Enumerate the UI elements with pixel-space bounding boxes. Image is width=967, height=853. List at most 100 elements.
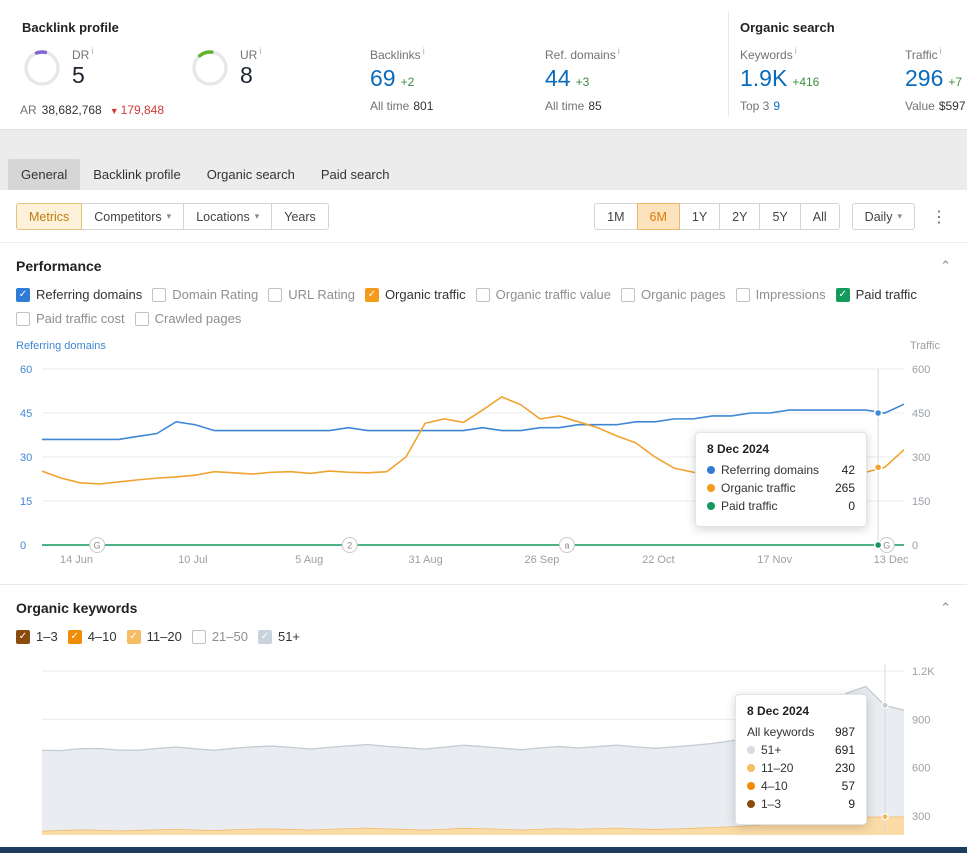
tooltip-row: Paid traffic 0 bbox=[707, 499, 855, 513]
range-1y[interactable]: 1Y bbox=[679, 203, 720, 230]
more-options-button[interactable]: ⋮ bbox=[927, 207, 951, 227]
metric-domain-rating[interactable]: Domain Rating bbox=[152, 287, 258, 302]
granularity-dropdown[interactable]: Daily ▾ bbox=[852, 203, 915, 230]
right-axis-label: Traffic bbox=[910, 340, 951, 352]
performance-tooltip: 8 Dec 2024 Referring domains42Organic tr… bbox=[695, 432, 867, 527]
traffic-value-amount: $597 bbox=[939, 99, 966, 113]
ref-domains-stat: Ref. domainsi 44 +3 All time85 bbox=[545, 46, 620, 113]
info-icon[interactable]: i bbox=[259, 46, 261, 56]
ur-value: 8 bbox=[240, 62, 261, 89]
svg-text:a: a bbox=[564, 541, 569, 551]
position-21-50[interactable]: 21–50 bbox=[192, 629, 248, 644]
svg-text:600: 600 bbox=[912, 763, 930, 775]
metric-url-rating[interactable]: URL Rating bbox=[268, 287, 355, 302]
svg-text:17 Nov: 17 Nov bbox=[757, 554, 792, 566]
svg-text:30: 30 bbox=[20, 452, 32, 464]
ref-domains-value[interactable]: 44 bbox=[545, 65, 571, 92]
svg-text:900: 900 bbox=[912, 714, 930, 726]
range-2y[interactable]: 2Y bbox=[719, 203, 760, 230]
tooltip-label: All keywords bbox=[747, 725, 814, 739]
traffic-label: Traffic bbox=[905, 48, 938, 62]
tab-organic-search[interactable]: Organic search bbox=[194, 159, 308, 190]
tab-bar: GeneralBacklink profileOrganic searchPai… bbox=[0, 130, 967, 190]
ref-domains-delta: +3 bbox=[576, 75, 590, 89]
svg-text:22 Oct: 22 Oct bbox=[642, 554, 674, 566]
organic-keywords-metrics: ✓1–3 ✓4–10 ✓11–20 21–50 ✓51+ bbox=[0, 616, 967, 644]
range-1m[interactable]: 1M bbox=[594, 203, 637, 230]
svg-text:0: 0 bbox=[912, 540, 918, 552]
series-dot-icon bbox=[707, 466, 715, 474]
checkbox-icon bbox=[135, 312, 149, 326]
svg-text:5 Aug: 5 Aug bbox=[295, 554, 323, 566]
metric-organic-traffic-value[interactable]: Organic traffic value bbox=[476, 287, 611, 302]
checkbox-icon: ✓ bbox=[836, 288, 850, 302]
dr-stat: DRi 5 bbox=[22, 46, 93, 89]
ur-label: UR bbox=[240, 48, 257, 62]
range-5y[interactable]: 5Y bbox=[759, 203, 800, 230]
ar-drop-value: 179,848 bbox=[121, 103, 164, 117]
metric-organic-traffic[interactable]: ✓Organic traffic bbox=[365, 287, 466, 302]
metric-label: Organic traffic value bbox=[496, 287, 611, 302]
traffic-value[interactable]: 296 bbox=[905, 65, 943, 92]
metric-crawled-pages[interactable]: Crawled pages bbox=[135, 311, 242, 326]
checkbox-icon: ✓ bbox=[16, 630, 30, 644]
metric-paid-traffic-cost[interactable]: Paid traffic cost bbox=[16, 311, 125, 326]
tooltip-value: 0 bbox=[848, 499, 855, 513]
tooltip-row: Referring domains 42 bbox=[707, 463, 855, 477]
backlinks-label: Backlinks bbox=[370, 48, 421, 62]
info-icon[interactable]: i bbox=[795, 46, 797, 56]
backlink-profile-title: Backlink profile bbox=[22, 20, 119, 35]
tooltip-label: Referring domains bbox=[721, 463, 819, 477]
range-6m[interactable]: 6M bbox=[637, 203, 680, 230]
tooltip-value: 42 bbox=[842, 463, 855, 477]
filter-years[interactable]: Years bbox=[271, 203, 329, 230]
tooltip-row: 4–1057 bbox=[747, 779, 855, 793]
position-4-10[interactable]: ✓4–10 bbox=[68, 629, 117, 644]
report-toolbar: MetricsCompetitors▾Locations▾Years 1M6M1… bbox=[0, 190, 967, 243]
metric-label: Organic traffic bbox=[385, 287, 466, 302]
filter-group: MetricsCompetitors▾Locations▾Years bbox=[16, 203, 329, 230]
organic-keywords-tooltip: 8 Dec 2024 All keywords98751+69111–20230… bbox=[735, 694, 867, 825]
checkbox-icon bbox=[152, 288, 166, 302]
svg-text:10 Jul: 10 Jul bbox=[178, 554, 207, 566]
checkbox-icon bbox=[736, 288, 750, 302]
collapse-performance-button[interactable]: ⌃ bbox=[940, 258, 951, 274]
metric-referring-domains[interactable]: ✓Referring domains bbox=[16, 287, 142, 302]
filter-locations[interactable]: Locations▾ bbox=[183, 203, 272, 230]
metric-impressions[interactable]: Impressions bbox=[736, 287, 826, 302]
tab-general[interactable]: General bbox=[8, 159, 80, 190]
svg-text:1.2K: 1.2K bbox=[912, 666, 935, 678]
keywords-top3-value[interactable]: 9 bbox=[773, 99, 780, 113]
tooltip-date: 8 Dec 2024 bbox=[747, 704, 855, 718]
svg-text:2: 2 bbox=[347, 541, 352, 551]
info-icon[interactable]: i bbox=[423, 46, 425, 56]
position-51+[interactable]: ✓51+ bbox=[258, 629, 300, 644]
left-axis-label: Referring domains bbox=[16, 340, 106, 352]
info-icon[interactable]: i bbox=[618, 46, 620, 56]
ref-domains-alltime-value: 85 bbox=[588, 99, 601, 113]
metric-paid-traffic[interactable]: ✓Paid traffic bbox=[836, 287, 917, 302]
collapse-organic-keywords-button[interactable]: ⌃ bbox=[940, 600, 951, 616]
backlinks-value[interactable]: 69 bbox=[370, 65, 396, 92]
svg-text:450: 450 bbox=[912, 408, 930, 420]
keywords-value[interactable]: 1.9K bbox=[740, 65, 787, 92]
filter-competitors[interactable]: Competitors▾ bbox=[81, 203, 184, 230]
metric-organic-pages[interactable]: Organic pages bbox=[621, 287, 726, 302]
info-icon[interactable]: i bbox=[940, 46, 942, 56]
tooltip-label: Paid traffic bbox=[721, 499, 777, 513]
position-11-20[interactable]: ✓11–20 bbox=[127, 629, 182, 644]
filter-metrics[interactable]: Metrics bbox=[16, 203, 82, 230]
tooltip-rows: All keywords98751+69111–202304–10571–39 bbox=[747, 725, 855, 811]
tab-backlink-profile[interactable]: Backlink profile bbox=[80, 159, 193, 190]
info-icon[interactable]: i bbox=[91, 46, 93, 56]
backlinks-delta: +2 bbox=[401, 75, 415, 89]
position-1-3[interactable]: ✓1–3 bbox=[16, 629, 58, 644]
tab-paid-search[interactable]: Paid search bbox=[308, 159, 403, 190]
metric-label: Domain Rating bbox=[172, 287, 258, 302]
backlinks-alltime-label: All time bbox=[370, 99, 409, 113]
chevron-down-icon: ▾ bbox=[167, 211, 172, 222]
keywords-top3-label: Top 3 bbox=[740, 99, 769, 113]
keywords-stat: Keywordsi 1.9K +416 Top 39 bbox=[740, 46, 819, 113]
tooltip-label: 4–10 bbox=[761, 779, 788, 793]
range-all[interactable]: All bbox=[800, 203, 840, 230]
